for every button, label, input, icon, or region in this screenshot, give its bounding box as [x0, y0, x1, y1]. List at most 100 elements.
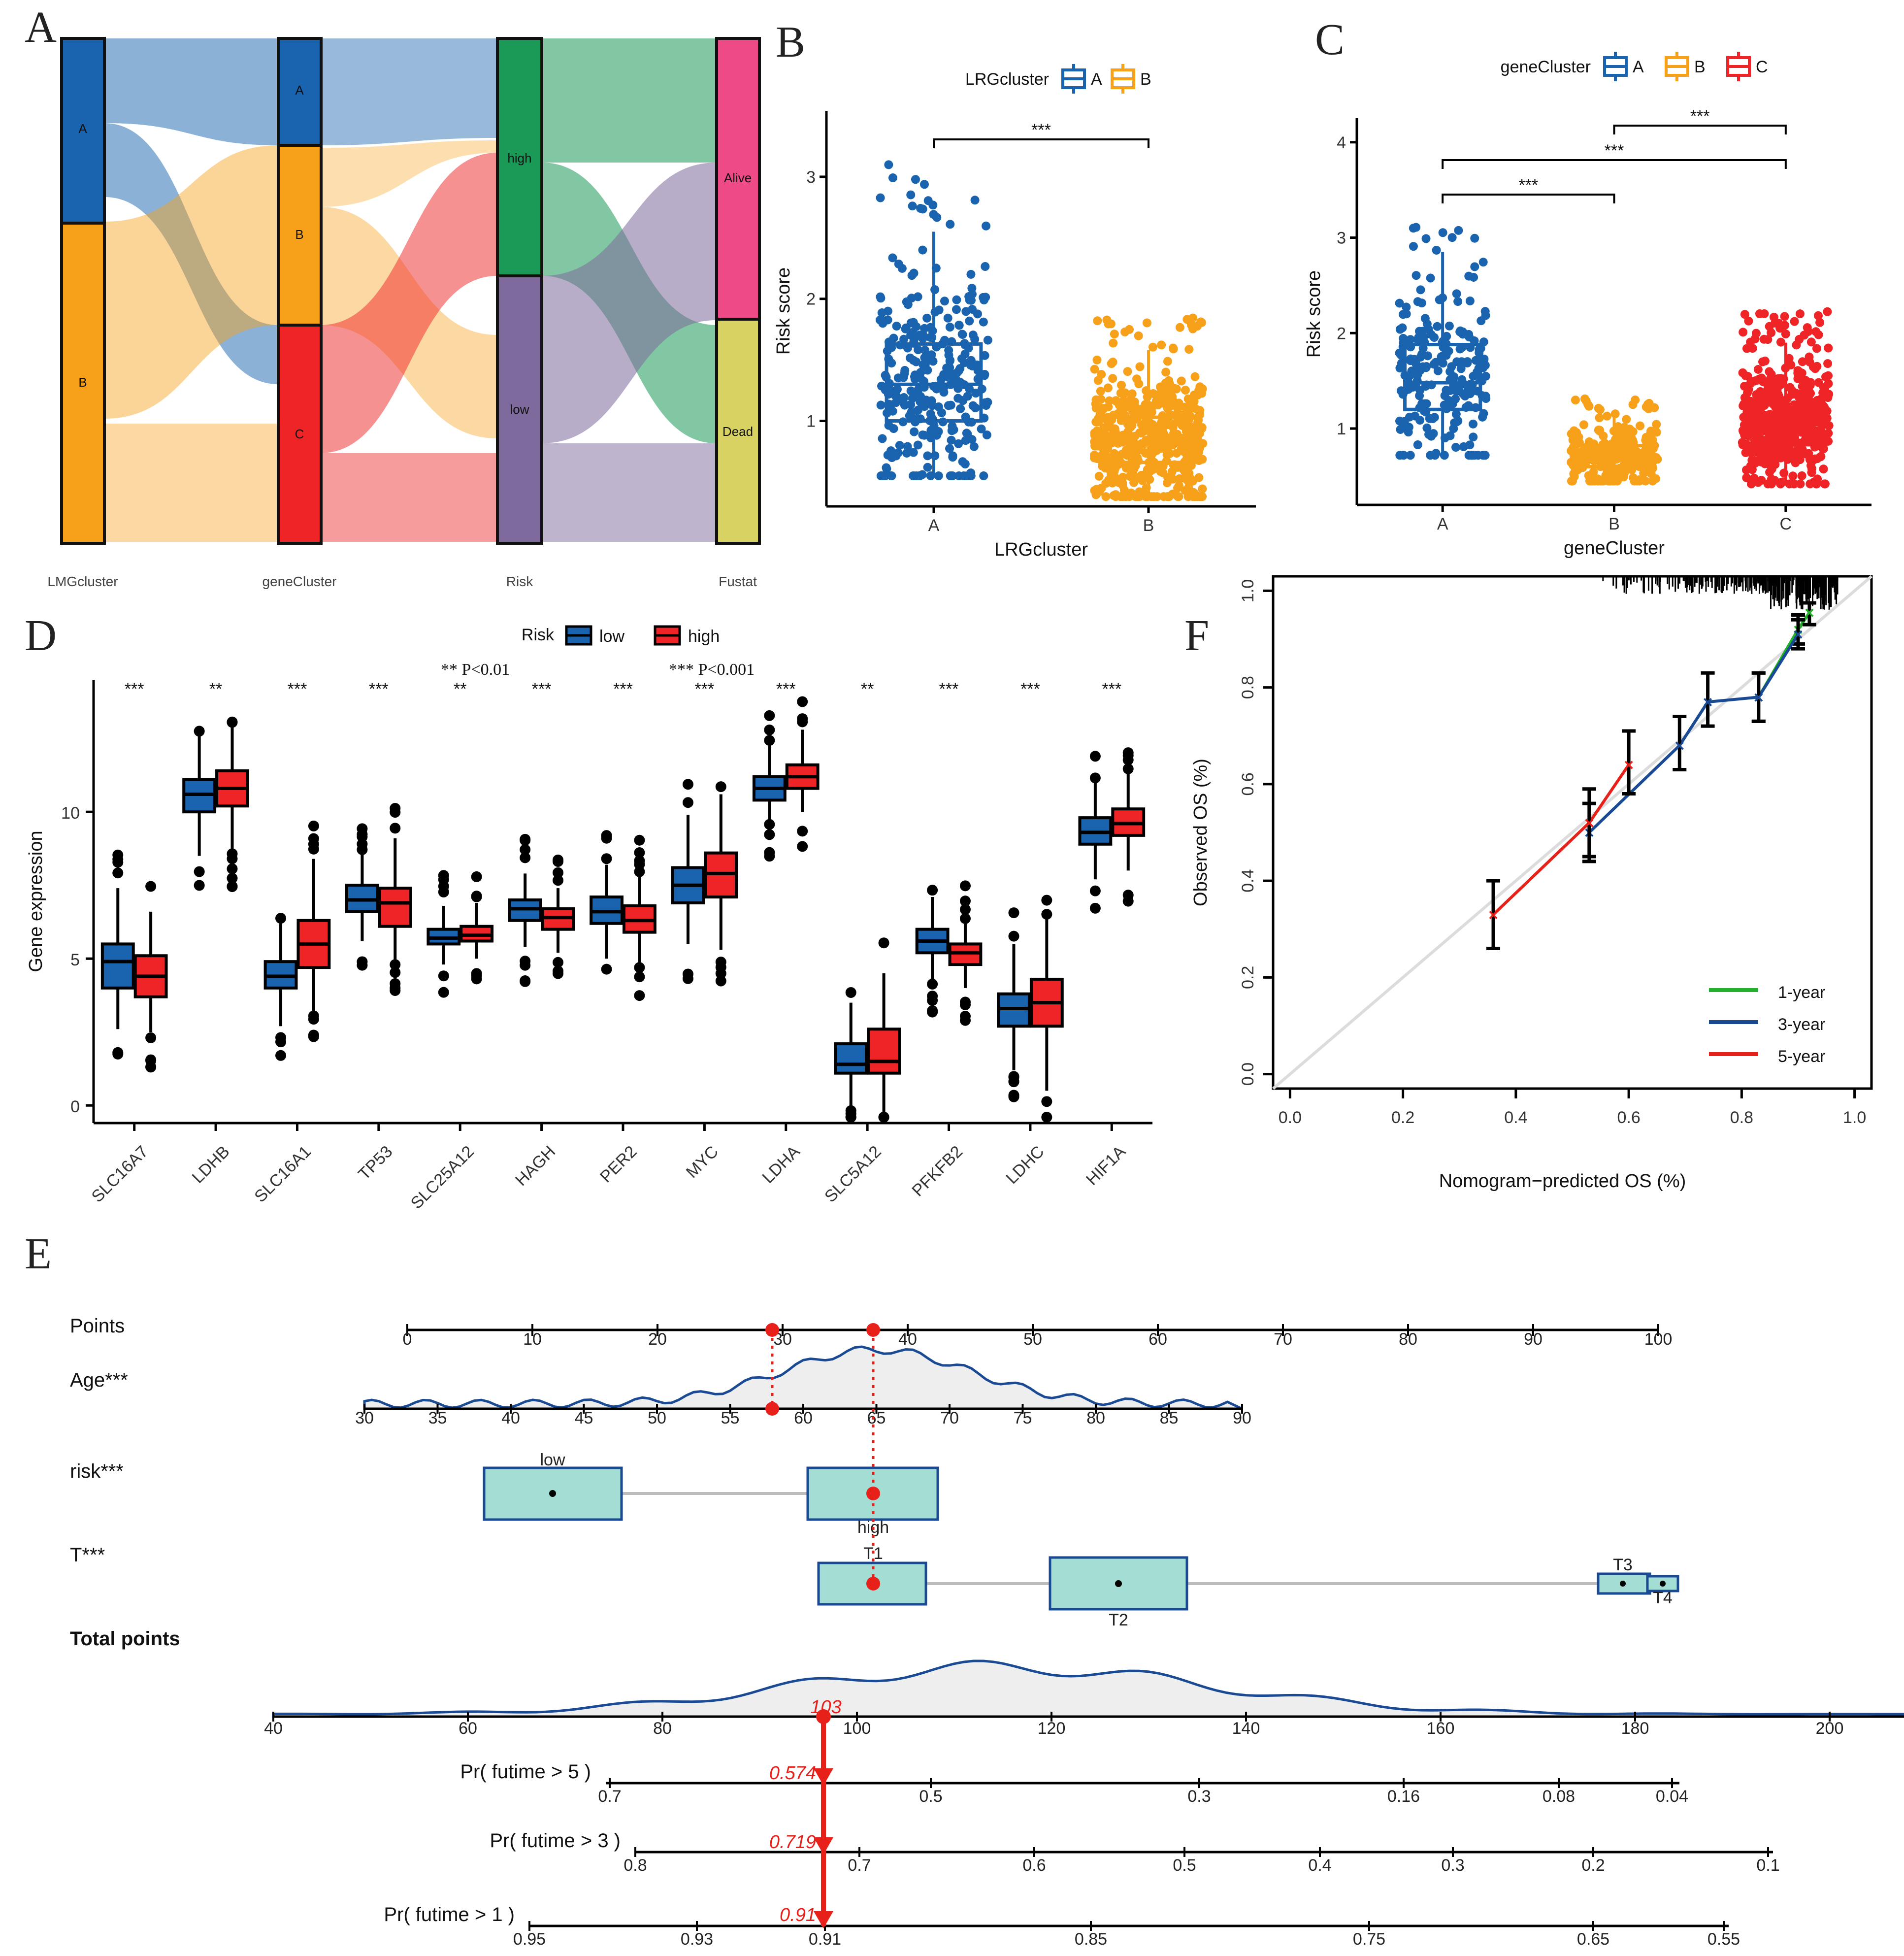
- data-point: [1162, 389, 1172, 398]
- outlier-point: [1089, 902, 1101, 914]
- data-point: [968, 331, 978, 340]
- x-tick-label: A: [928, 516, 940, 535]
- outlier-point: [390, 823, 401, 834]
- legend-b-label: B: [1140, 70, 1151, 89]
- points-tick-label: 20: [648, 1330, 667, 1349]
- x-tick-label: TP53: [355, 1142, 396, 1184]
- selected-point: [866, 1487, 880, 1500]
- data-point: [1092, 426, 1102, 435]
- node-fustat-alive: [715, 37, 761, 321]
- outlier-point: [601, 853, 612, 864]
- data-point: [909, 268, 919, 278]
- data-point: [1093, 376, 1103, 385]
- outlier-point: [601, 830, 612, 842]
- data-point: [1111, 490, 1120, 499]
- t3-dot: [1620, 1581, 1626, 1587]
- data-point: [1184, 468, 1194, 478]
- pr3-tick-label: 0.2: [1581, 1856, 1605, 1875]
- data-point: [1452, 357, 1462, 366]
- data-point: [1770, 445, 1779, 454]
- data-point: [877, 315, 886, 325]
- age-tick-label: 60: [794, 1409, 813, 1427]
- data-point: [1402, 309, 1411, 319]
- node-label-lmg-b: B: [78, 375, 87, 390]
- total-tick-label: 120: [1038, 1719, 1066, 1738]
- points-tick-label: 100: [1644, 1330, 1673, 1349]
- data-point: [1788, 471, 1798, 481]
- data-point: [876, 193, 885, 202]
- data-point: [1810, 364, 1820, 373]
- data-point: [1125, 325, 1134, 334]
- data-point: [1620, 468, 1629, 478]
- data-point: [1798, 376, 1807, 385]
- significance-label: ***: [776, 680, 796, 698]
- box-SLC5A12-high: [867, 1028, 901, 1075]
- t-level-t2: T2: [1109, 1611, 1128, 1629]
- data-point: [1774, 319, 1783, 328]
- outlier-point: [112, 867, 124, 879]
- y-tick-label: 0.4: [1239, 869, 1257, 892]
- data-point: [1121, 434, 1131, 443]
- x-axis-title: Nomogram−predicted OS (%): [1439, 1171, 1686, 1192]
- significance-label: ***: [1020, 680, 1040, 698]
- y-tick-label: 1.0: [1239, 579, 1257, 602]
- x-tick-label: 0.2: [1391, 1108, 1414, 1127]
- flow-c-high: [320, 153, 497, 453]
- sankey-axis-risk: Risk: [506, 574, 533, 589]
- outlier-point: [1122, 747, 1134, 759]
- data-point: [1756, 387, 1765, 396]
- data-point: [966, 269, 976, 279]
- data-point: [1455, 344, 1465, 354]
- points-tick-label: 70: [1274, 1330, 1292, 1349]
- data-point: [982, 431, 991, 440]
- data-point: [1746, 337, 1755, 347]
- significance-label: ***: [532, 680, 552, 698]
- data-point: [979, 295, 988, 304]
- box-A: [1403, 343, 1482, 411]
- significance-label: ***: [695, 680, 715, 698]
- node-lmg-b: [60, 222, 106, 545]
- data-point: [1125, 492, 1134, 501]
- data-point: [895, 441, 904, 450]
- data-point: [1776, 374, 1785, 383]
- data-point: [903, 343, 912, 353]
- data-point: [1177, 376, 1186, 386]
- pr5-value: 0.574: [769, 1763, 816, 1784]
- data-point: [892, 322, 901, 331]
- data-point: [946, 356, 955, 365]
- data-point: [1181, 419, 1190, 429]
- data-point: [1804, 392, 1813, 401]
- data-point: [1648, 437, 1657, 446]
- data-point: [1157, 340, 1166, 350]
- data-point: [1452, 289, 1461, 298]
- outlier-point: [471, 973, 482, 985]
- data-point: [1395, 298, 1404, 308]
- data-point: [1162, 478, 1172, 488]
- panel-letter-d: D: [25, 611, 57, 660]
- x-tick-label: MYC: [683, 1142, 722, 1182]
- data-point: [1765, 467, 1774, 477]
- x-tick-label: LDHB: [189, 1142, 233, 1187]
- risk-box-low: [483, 1466, 623, 1521]
- data-point: [942, 364, 952, 373]
- data-point: [909, 356, 918, 365]
- x-tick-label: B: [1609, 515, 1620, 533]
- data-point: [1182, 315, 1192, 324]
- data-point: [934, 471, 943, 481]
- outlier-point: [959, 880, 971, 892]
- data-point: [902, 448, 912, 458]
- data-point: [1448, 399, 1457, 408]
- outlier-point: [797, 841, 808, 852]
- data-point: [1469, 272, 1478, 282]
- data-point: [954, 471, 964, 481]
- total-tick-label: 140: [1232, 1719, 1260, 1738]
- data-point: [911, 175, 920, 184]
- outlier-point: [634, 990, 645, 1001]
- data-point: [1148, 342, 1157, 352]
- outlier-point: [764, 724, 775, 735]
- points-tick-label: 10: [523, 1330, 542, 1349]
- data-point: [1412, 271, 1421, 280]
- data-point: [1402, 302, 1411, 312]
- data-point: [1459, 442, 1468, 451]
- data-point: [1807, 414, 1816, 424]
